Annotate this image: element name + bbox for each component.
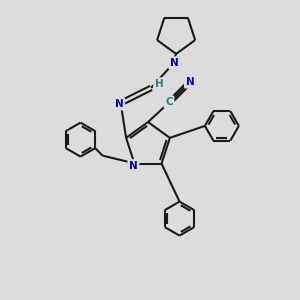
Text: N: N: [170, 58, 178, 68]
Text: N: N: [115, 99, 124, 109]
Text: C: C: [165, 97, 173, 107]
Text: N: N: [129, 160, 138, 171]
Text: H: H: [155, 79, 164, 89]
Text: N: N: [186, 77, 194, 87]
